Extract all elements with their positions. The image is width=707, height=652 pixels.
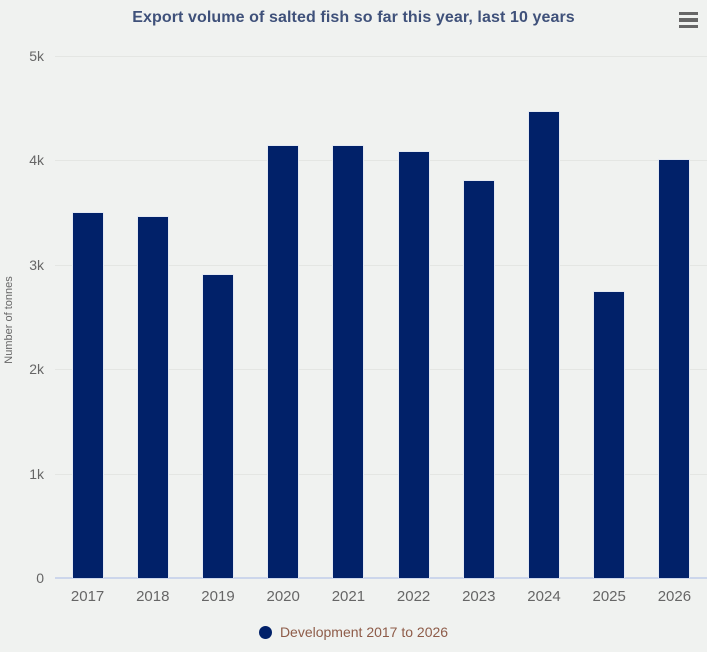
x-axis-label-2025: 2025 (592, 588, 626, 605)
x-axis-label-2018: 2018 (136, 588, 170, 605)
legend-item[interactable]: Development 2017 to 2026 (0, 624, 707, 640)
x-axis-label-2020: 2020 (266, 588, 300, 605)
y-axis-tick-label: 4k (29, 152, 44, 169)
bar-2025[interactable] (593, 290, 626, 578)
gridline (55, 264, 707, 266)
x-axis-label-2023: 2023 (462, 588, 496, 605)
gridline (55, 369, 707, 371)
legend-label: Development 2017 to 2026 (279, 624, 449, 640)
bar-2017[interactable] (71, 211, 104, 578)
x-axis-line (55, 577, 707, 579)
bar-2024[interactable] (528, 111, 560, 578)
gridline (55, 160, 707, 162)
x-axis-label-2026: 2026 (657, 588, 692, 605)
gridline (55, 56, 707, 57)
bar-2019[interactable] (202, 273, 234, 578)
hamburger-menu-icon[interactable] (677, 9, 703, 31)
y-axis-tick-label: 0 (36, 570, 44, 586)
y-axis-tick-label: 1k (29, 465, 44, 482)
x-axis-label-2022: 2022 (396, 588, 431, 605)
x-axis-label-2024: 2024 (527, 588, 561, 605)
chart-title: Export volume of salted fish so far this… (132, 9, 575, 26)
x-axis-label-2017: 2017 (70, 588, 105, 605)
hamburger-bar (679, 18, 698, 22)
bar-2021[interactable] (332, 144, 365, 578)
bar-2026[interactable] (658, 159, 691, 578)
y-axis-tick-label: 5k (29, 48, 44, 64)
x-axis-label-2019: 2019 (201, 588, 235, 605)
legend-marker-icon (258, 625, 272, 639)
gridline (55, 473, 707, 475)
y-axis-tick-label: 3k (29, 256, 44, 273)
bar-2020[interactable] (267, 144, 300, 578)
x-axis-label-2021: 2021 (331, 588, 366, 605)
bar-2023[interactable] (462, 179, 495, 578)
y-axis-tick-label: 2k (29, 361, 44, 378)
hamburger-bar (679, 11, 698, 16)
bar-2018[interactable] (136, 216, 169, 578)
hamburger-bar (679, 24, 698, 29)
bar-2022[interactable] (397, 151, 430, 578)
